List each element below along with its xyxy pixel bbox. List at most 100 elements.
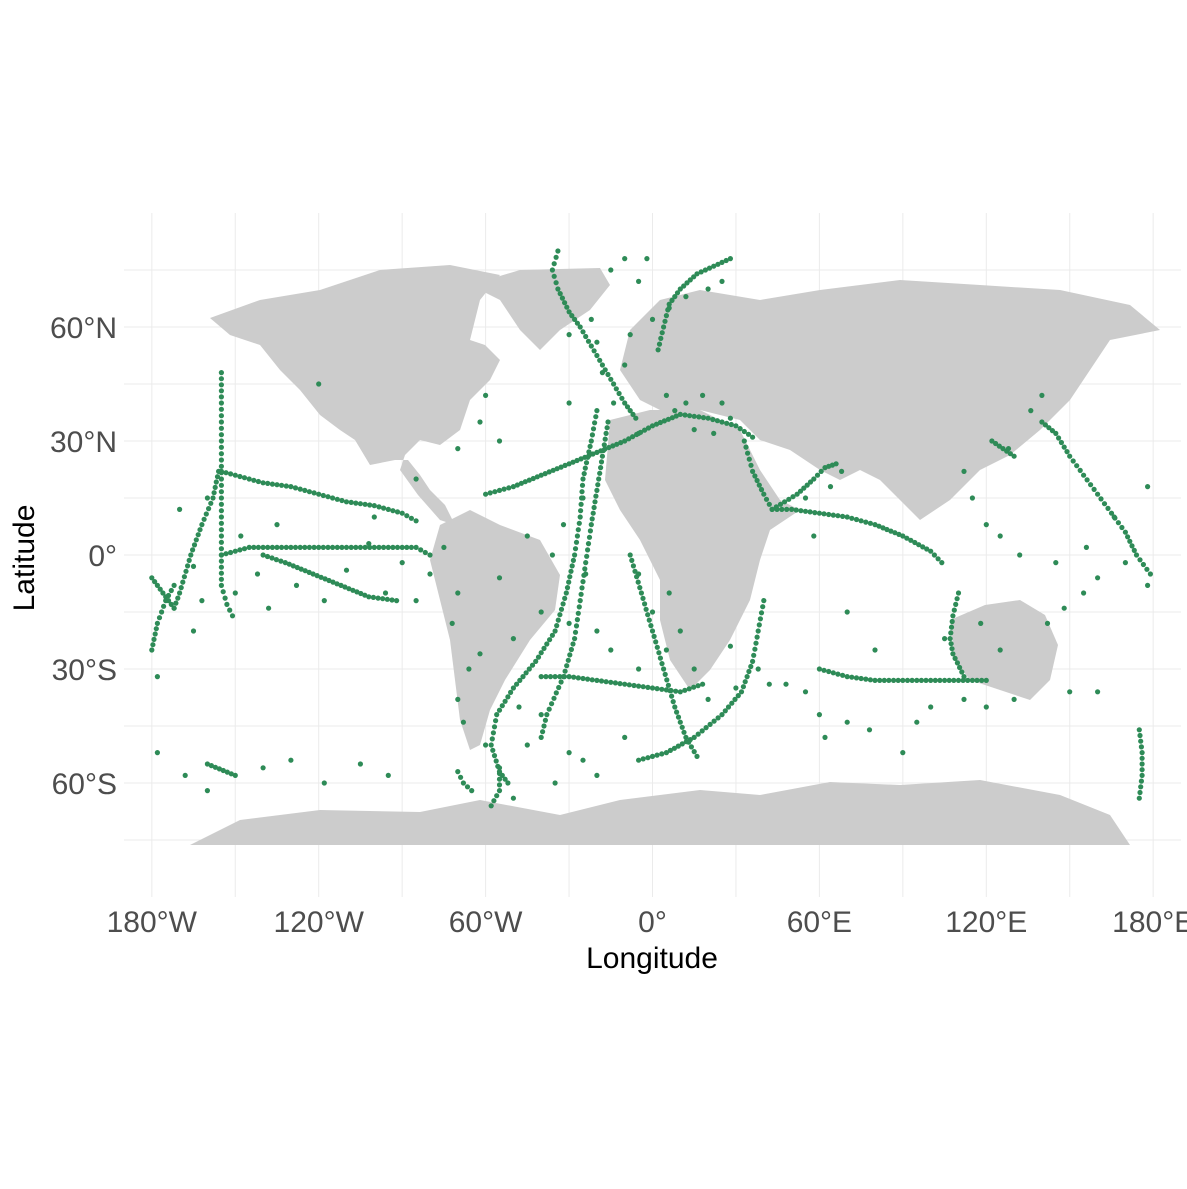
observation-point <box>668 687 674 694</box>
observation-point <box>494 793 500 799</box>
observation-point <box>613 386 619 392</box>
observation-point <box>1044 620 1051 627</box>
observation-point <box>306 569 312 576</box>
observation-point <box>585 547 591 553</box>
observation-point <box>218 514 224 520</box>
observation-point <box>719 259 725 265</box>
observation-point <box>636 430 642 436</box>
observation-point <box>560 522 567 528</box>
observation-point <box>586 534 593 540</box>
observation-point <box>750 658 756 665</box>
observation-point <box>761 598 767 604</box>
observation-point <box>306 544 312 551</box>
observation-point <box>1137 732 1143 739</box>
observation-point <box>969 677 976 684</box>
observation-point <box>1105 505 1111 511</box>
observation-point <box>227 607 233 613</box>
observation-point <box>729 700 735 706</box>
observation-point <box>168 587 174 594</box>
observation-point <box>427 571 433 577</box>
observation-point <box>949 646 955 652</box>
observation-point <box>891 677 897 684</box>
observation-point <box>237 547 243 553</box>
observation-point <box>1077 467 1083 473</box>
observation-point <box>886 677 892 684</box>
observation-point <box>900 677 906 684</box>
observation-point <box>816 666 823 672</box>
observation-point <box>671 745 678 751</box>
observation-point <box>594 408 600 414</box>
observation-point <box>574 617 581 623</box>
observation-point <box>790 494 796 500</box>
observation-point <box>569 563 575 569</box>
observation-point <box>793 507 799 513</box>
observation-point <box>594 487 600 493</box>
observation-point <box>570 641 576 647</box>
observation-point <box>171 582 177 589</box>
observation-point <box>203 511 209 517</box>
observation-point <box>904 535 910 541</box>
observation-point <box>343 567 350 573</box>
observation-point <box>688 744 695 750</box>
observation-point <box>218 582 224 589</box>
observation-point <box>510 685 516 691</box>
observation-point <box>1074 463 1080 469</box>
observation-point <box>578 508 584 514</box>
observation-point <box>1137 557 1143 563</box>
observation-point <box>939 560 945 566</box>
observation-point <box>251 477 257 483</box>
observation-point <box>654 686 660 692</box>
observation-point <box>644 256 650 262</box>
observation-point <box>978 620 984 627</box>
observation-point <box>572 636 578 642</box>
observation-point <box>218 546 224 552</box>
observation-point <box>645 425 652 431</box>
observation-point <box>255 478 261 485</box>
observation-point <box>949 618 955 625</box>
observation-point <box>578 591 584 597</box>
observation-point <box>714 418 721 424</box>
x-tick-label: 180°W <box>107 906 198 939</box>
observation-point <box>159 609 165 615</box>
observation-point <box>1070 458 1076 464</box>
observation-point <box>350 587 356 593</box>
observation-point <box>1095 689 1101 695</box>
observation-point <box>682 687 688 693</box>
observation-point <box>666 590 672 596</box>
observation-point <box>540 729 546 735</box>
observation-point <box>292 544 299 551</box>
observation-point <box>204 761 210 767</box>
observation-point <box>748 462 754 468</box>
observation-point <box>516 704 522 710</box>
observation-point <box>751 652 757 658</box>
observation-point <box>394 598 400 604</box>
observation-point <box>750 468 756 474</box>
observation-point <box>682 412 688 418</box>
observation-point <box>617 681 623 687</box>
observation-point <box>743 444 749 450</box>
observation-point <box>592 420 598 426</box>
observation-point <box>1133 552 1140 558</box>
observation-point <box>622 681 628 687</box>
observation-point <box>399 544 405 551</box>
observation-point <box>1091 486 1097 492</box>
observation-point <box>649 316 656 322</box>
observation-point <box>645 612 651 618</box>
observation-point <box>657 419 664 426</box>
observation-point <box>935 556 941 562</box>
observation-point <box>719 400 725 406</box>
observation-point <box>663 313 670 319</box>
observation-point <box>358 590 364 597</box>
observation-point <box>490 747 496 753</box>
observation-point <box>635 579 641 585</box>
observation-point <box>695 731 701 737</box>
observation-point <box>273 557 279 563</box>
observation-point <box>265 480 271 486</box>
observation-point <box>707 721 713 728</box>
observation-point <box>974 677 980 684</box>
observation-point <box>928 677 934 684</box>
observation-point <box>619 395 625 401</box>
observation-point <box>326 577 332 584</box>
observation-point <box>1083 544 1089 551</box>
observation-point <box>455 446 461 452</box>
